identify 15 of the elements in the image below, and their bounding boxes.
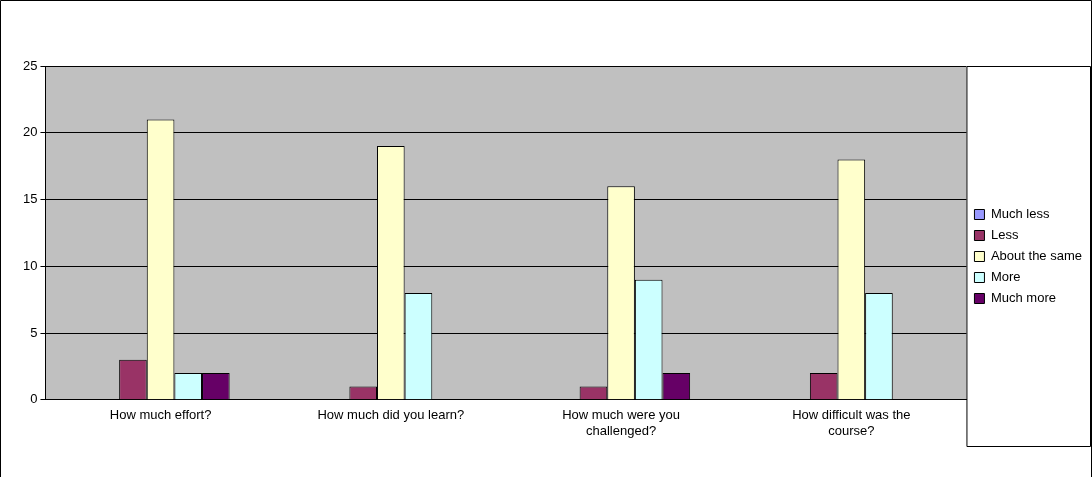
x-tick-label: How much were you challenged? (562, 407, 680, 438)
y-tick-label: 0 (30, 391, 38, 407)
y-tick-label: 15 (22, 191, 38, 207)
legend-label: Much less (990, 206, 1050, 222)
legend-label: Much more (990, 290, 1056, 306)
y-tick-label: 5 (30, 324, 38, 340)
y-tick-label: 20 (22, 124, 38, 140)
x-tick-label: How much effort? (109, 407, 212, 423)
y-tick-label: 10 (22, 257, 38, 273)
legend-label: Less (990, 227, 1019, 243)
x-tick-label: How difficult was the course? (792, 407, 911, 438)
x-tick-label: How much did you learn? (317, 407, 465, 423)
legend-label: About the same (990, 248, 1083, 264)
legend-label: More (990, 269, 1021, 285)
y-tick-label: 25 (22, 57, 38, 73)
